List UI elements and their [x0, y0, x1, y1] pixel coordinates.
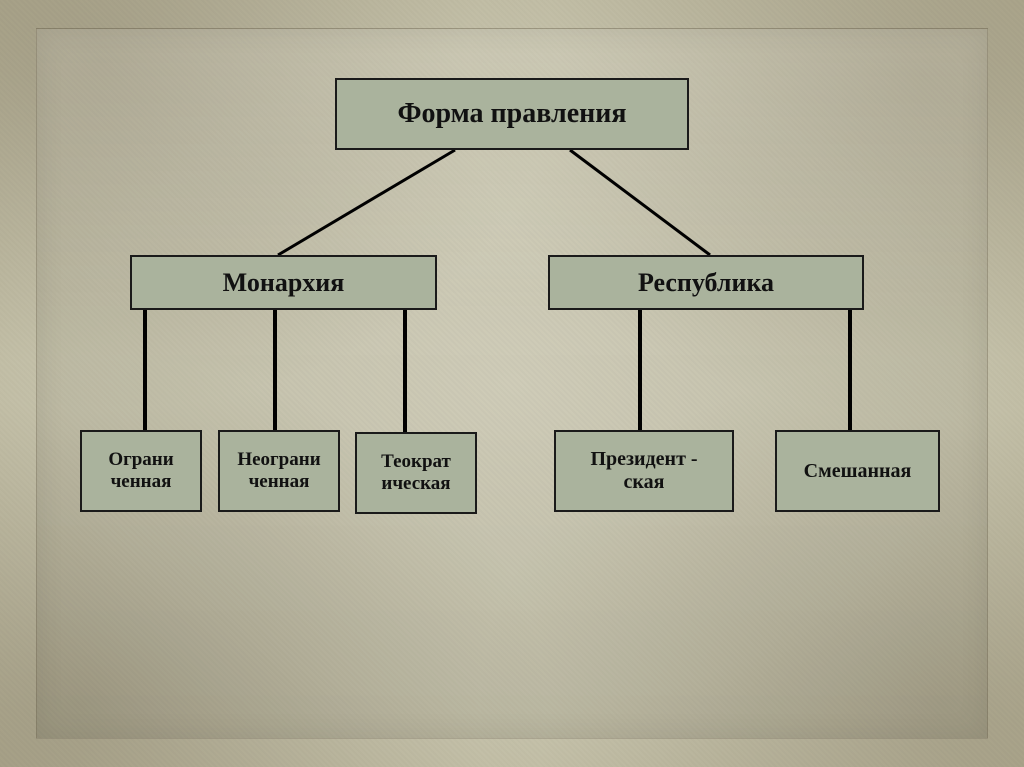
node-limited: Ограниченная	[80, 430, 202, 512]
node-mixed: Смешанная	[775, 430, 940, 512]
node-presidential: Президент -ская	[554, 430, 734, 512]
node-republic: Республика	[548, 255, 864, 310]
node-mixed-label: Смешанная	[804, 460, 912, 483]
node-monarchy-label: Монархия	[223, 268, 345, 298]
node-root-label: Форма правления	[397, 98, 626, 130]
node-theocratic: Теократическая	[355, 432, 477, 514]
node-monarchy: Монархия	[130, 255, 437, 310]
node-unlimited: Неограниченная	[218, 430, 340, 512]
node-limited-label: Ограниченная	[108, 449, 173, 493]
node-republic-label: Республика	[638, 268, 774, 298]
node-root: Форма правления	[335, 78, 689, 150]
node-presidential-label: Президент -ская	[590, 448, 697, 494]
diagram-stage: Форма правления Монархия Республика Огра…	[0, 0, 1024, 767]
node-unlimited-label: Неограниченная	[237, 449, 320, 493]
node-theocratic-label: Теократическая	[381, 451, 451, 495]
